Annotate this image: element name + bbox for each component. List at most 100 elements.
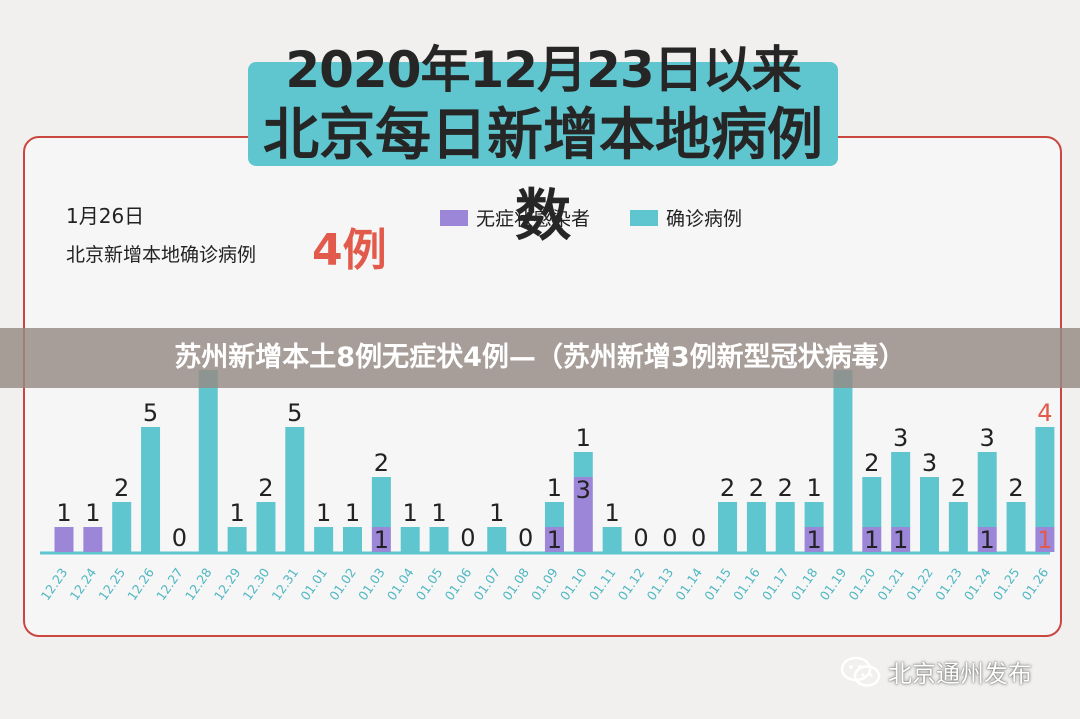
bar-label-confirmed-12.29: 1 [229, 499, 244, 527]
bar-confirmed-12.30 [256, 502, 276, 552]
tick-label-12.23: 12.23 [38, 565, 71, 603]
bar-label-zero-01.12: 0 [633, 524, 648, 552]
tick-label-01.21: 01.21 [874, 565, 907, 603]
tick-label-12.24: 12.24 [66, 565, 99, 603]
bar-asymptomatic-01.18 [804, 527, 824, 552]
tick-label-01.05: 01.05 [413, 565, 446, 603]
bar-label-confirmed-01.01: 1 [316, 499, 331, 527]
bar-confirmed-01.10 [573, 452, 593, 477]
bar-confirmed-01.21 [891, 452, 911, 527]
bar-label-confirmed-01.07: 1 [489, 499, 504, 527]
bar-label-asymptomatic-01.24: 1 [980, 526, 995, 554]
bar-asymptomatic-12.23 [54, 527, 74, 552]
tick-label-12.31: 12.31 [268, 565, 301, 603]
bar-asymptomatic-01.09 [544, 527, 564, 552]
bar-label-confirmed-01.02: 1 [345, 499, 360, 527]
tick-label-01.12: 01.12 [615, 565, 648, 603]
tick-label-12.29: 12.29 [211, 565, 244, 603]
legend: 无症状感染者 确诊病例 [440, 204, 782, 231]
tick-label-12.30: 12.30 [240, 565, 273, 603]
legend-label-confirmed: 确诊病例 [666, 208, 743, 230]
tick-label-01.09: 01.09 [528, 565, 561, 603]
bar-confirmed-01.15 [718, 502, 738, 552]
bar-label-confirmed-01.20: 2 [864, 449, 879, 477]
bar-label-confirmed-01.03: 2 [374, 449, 389, 477]
bar-asymptomatic-01.20 [862, 527, 882, 552]
bar-label-asymptomatic-01.26: 1 [1037, 526, 1052, 554]
bar-asymptomatic-01.10 [573, 477, 593, 552]
bar-label-confirmed-01.16: 2 [749, 474, 764, 502]
bar-label-confirmed-01.09: 1 [547, 474, 562, 502]
tick-label-01.15: 01.15 [701, 565, 734, 603]
tick-label-01.08: 01.08 [499, 565, 532, 603]
bar-confirmed-01.22 [920, 477, 939, 552]
bar-confirmed-01.09 [544, 502, 564, 527]
bar-label-confirmed-01.18: 1 [806, 474, 821, 502]
bar-label-asymptomatic-12.23: 1 [56, 499, 71, 527]
bar-confirmed-01.23 [948, 502, 968, 552]
bar-label-asymptomatic-01.03: 1 [374, 526, 389, 554]
summary-label: 北京新增本地确诊病例 [66, 244, 257, 266]
title-box [248, 62, 838, 166]
tick-label-01.01: 01.01 [297, 565, 330, 603]
chart-title-line1: 2020年12月23日以来 [285, 41, 801, 99]
bar-label-confirmed-01.25: 2 [1008, 474, 1023, 502]
bar-confirmed-01.01 [314, 527, 334, 552]
bar-confirmed-01.03 [371, 477, 391, 527]
tick-label-01.02: 01.02 [326, 565, 359, 603]
wechat-icon [840, 656, 881, 687]
bar-label-asymptomatic-01.09: 1 [547, 526, 562, 554]
bar-confirmed-01.19 [833, 370, 853, 552]
legend-swatch-asymptomatic [440, 209, 468, 226]
tick-label-12.27: 12.27 [153, 565, 186, 603]
bar-confirmed-01.20 [862, 477, 882, 527]
tick-label-12.25: 12.25 [95, 565, 128, 603]
tick-label-01.06: 01.06 [442, 565, 475, 603]
bar-label-confirmed-01.05: 1 [431, 499, 446, 527]
bar-asymptomatic-12.24 [83, 527, 103, 552]
bar-confirmed-01.04 [400, 527, 420, 552]
tick-label-01.17: 01.17 [759, 565, 792, 603]
tick-label-01.22: 01.22 [903, 565, 936, 603]
bar-label-zero-01.08: 0 [518, 524, 533, 552]
bar-asymptomatic-01.24 [977, 527, 997, 552]
bar-asymptomatic-01.26 [1035, 527, 1055, 552]
tick-label-12.28: 12.28 [182, 565, 215, 603]
bar-label-confirmed-01.21: 3 [893, 424, 908, 452]
tick-label-01.23: 01.23 [932, 565, 965, 603]
tick-label-01.18: 01.18 [788, 565, 821, 603]
bar-confirmed-12.25 [112, 502, 132, 552]
bar-label-confirmed-12.25: 2 [114, 474, 129, 502]
bar-label-zero-01.13: 0 [662, 524, 677, 552]
bar-label-zero-01.14: 0 [691, 524, 706, 552]
bar-label-confirmed-12.31: 5 [287, 399, 302, 427]
watermark: 北京通州发布 [840, 654, 1032, 689]
bar-label-zero-01.06: 0 [460, 524, 475, 552]
bar-label-confirmed-01.22: 3 [922, 449, 937, 477]
bar-label-confirmed-01.10: 1 [576, 424, 591, 452]
bar-label-confirmed-01.23: 2 [951, 474, 966, 502]
bar-confirmed-01.18 [804, 502, 824, 527]
tick-label-01.14: 01.14 [672, 565, 705, 603]
bar-confirmed-12.29 [227, 527, 247, 552]
tick-label-01.11: 01.11 [586, 565, 619, 603]
bar-confirmed-01.02 [343, 527, 362, 552]
bar-confirmed-01.26 [1035, 427, 1055, 527]
bar-label-confirmed-01.11: 1 [605, 499, 620, 527]
legend-swatch-confirmed [630, 209, 659, 226]
bar-label-confirmed-01.26: 4 [1037, 399, 1052, 427]
bar-confirmed-01.07 [487, 527, 507, 552]
bar-confirmed-01.16 [746, 502, 766, 552]
tick-label-01.03: 01.03 [355, 565, 388, 603]
bar-asymptomatic-01.21 [891, 527, 911, 552]
tick-label-01.07: 01.07 [470, 565, 503, 603]
bar-confirmed-01.24 [977, 452, 997, 527]
tick-label-01.20: 01.20 [845, 565, 878, 603]
bar-confirmed-01.17 [775, 502, 795, 552]
bar-label-confirmed-01.04: 1 [403, 499, 418, 527]
chart-title-line2: 北京每日新增本地病例数 [263, 103, 823, 249]
watermark-text: 北京通州发布 [888, 660, 1032, 688]
bar-label-confirmed-01.24: 3 [980, 424, 995, 452]
banner-text: 苏州新增本土8例无症状4例—（苏州新增3例新型冠状病毒） [174, 342, 906, 373]
